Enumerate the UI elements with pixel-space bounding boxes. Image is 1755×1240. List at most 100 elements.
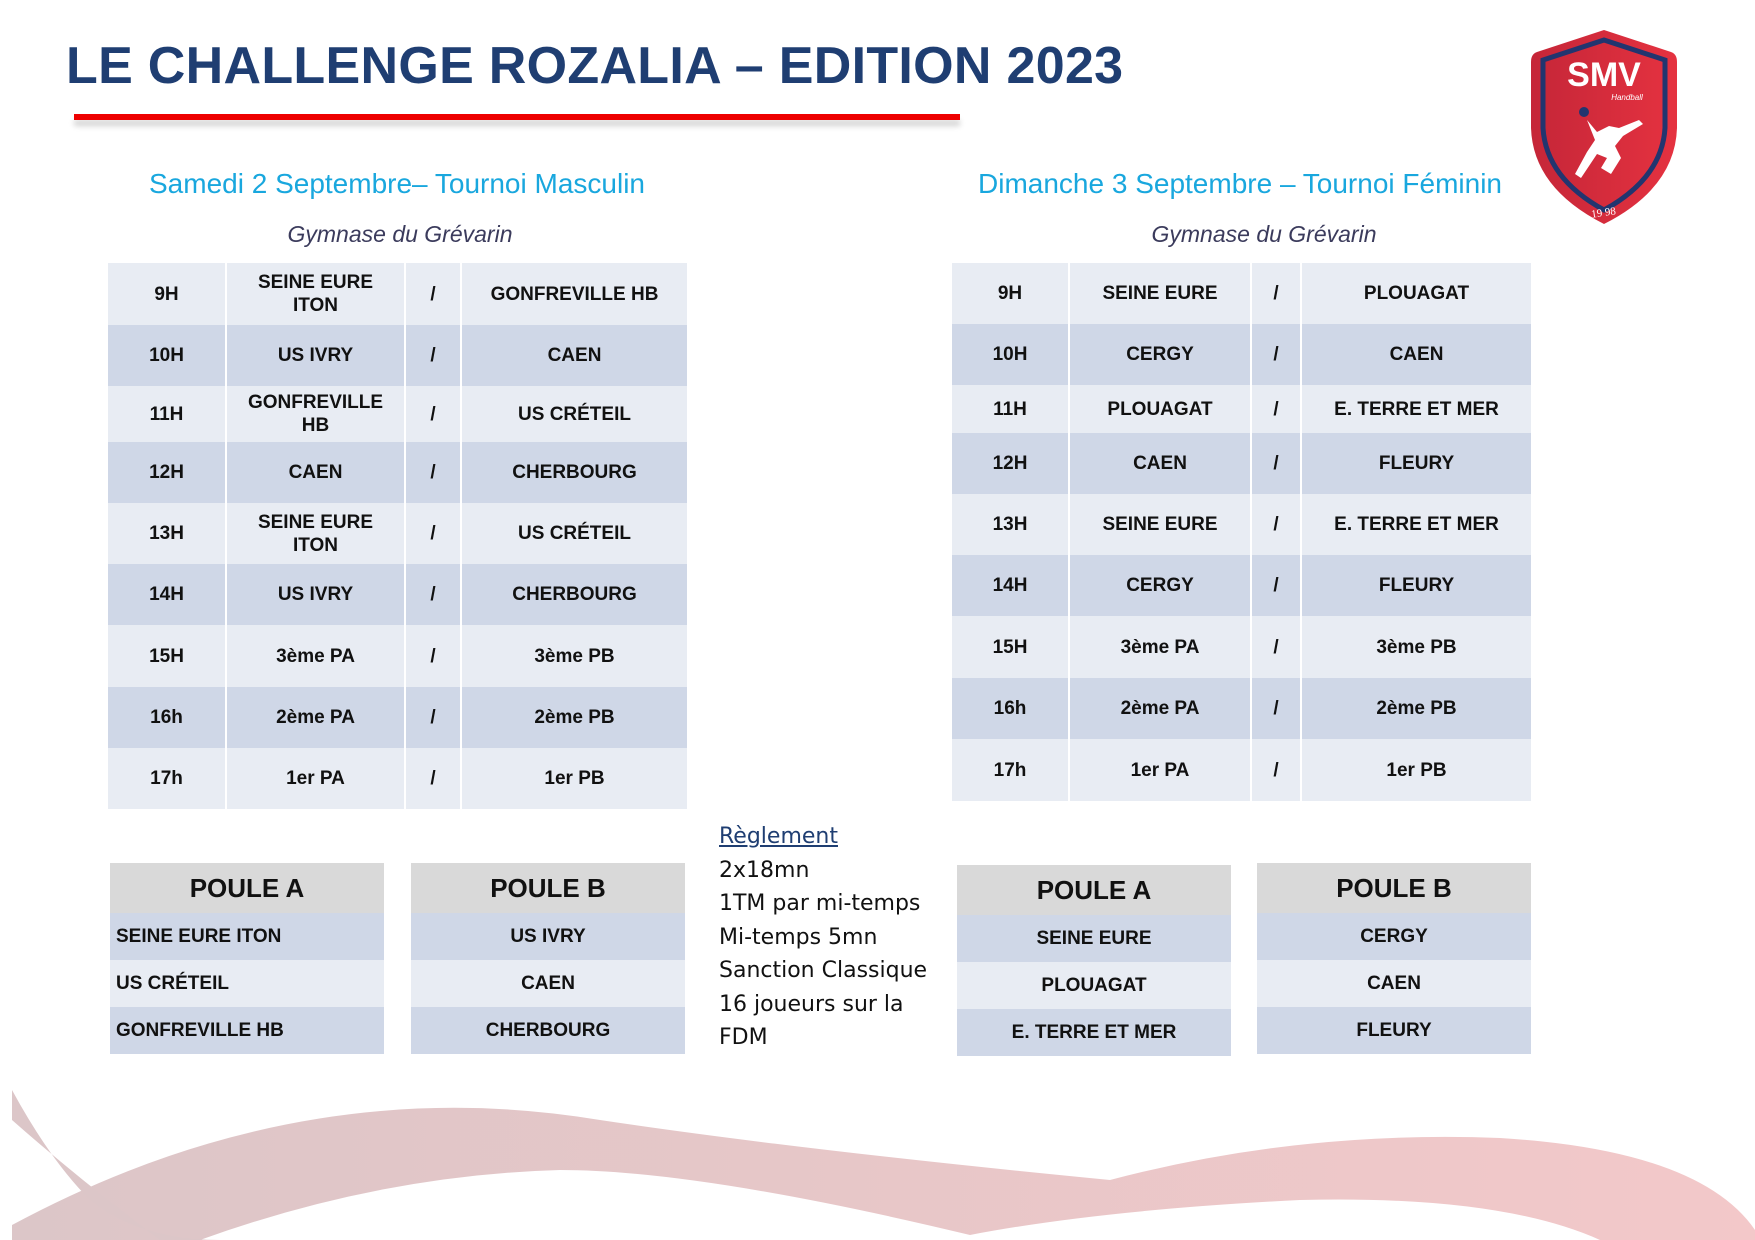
feminin-subtitle: Dimanche 3 Septembre – Tournoi Féminin — [978, 168, 1502, 199]
match-row: 10H US IVRY / CAEN — [108, 325, 687, 386]
separator: / — [430, 283, 436, 305]
poule-team: GONFREVILLE HB — [110, 1007, 384, 1054]
away-team: 1er PB — [544, 768, 605, 789]
poule-team: CHERBOURG — [411, 1007, 685, 1054]
smv-handball-logo: SMV Handball 19 98 — [1531, 30, 1677, 224]
poule-title: POULE B — [411, 863, 685, 913]
match-time: 12H — [992, 453, 1028, 474]
match-time: 11H — [149, 403, 184, 425]
home-team: CAEN — [288, 462, 343, 483]
home-team-cell: SEINE EURE — [1069, 263, 1252, 324]
away-team-cell: 1er PB — [461, 748, 687, 809]
match-row: 11H GONFREVILLE HB / US CRÉTEIL — [108, 386, 687, 442]
away-team: US CRÉTEIL — [518, 523, 631, 544]
separator-cell: / — [405, 386, 462, 442]
reglement-line: 1TM par mi-temps — [719, 891, 921, 916]
match-time: 12H — [149, 462, 184, 483]
reglement-link[interactable]: Règlement — [719, 824, 838, 849]
away-team-cell: 3ème PB — [1301, 616, 1531, 678]
match-time-cell: 11H — [952, 385, 1070, 433]
match-row: 14H US IVRY / CHERBOURG — [108, 564, 687, 625]
home-team: 2ème PA — [1120, 698, 1200, 719]
match-time-cell: 14H — [952, 555, 1070, 616]
away-team-cell: E. TERRE ET MER — [1301, 494, 1531, 555]
away-team: PLOUAGAT — [1363, 283, 1470, 304]
match-row: 16h 2ème PA / 2ème PB — [952, 678, 1531, 739]
poule-team: SEINE EURE — [957, 915, 1231, 962]
match-time-cell: 16h — [952, 678, 1070, 739]
home-team-cell: CERGY — [1069, 324, 1252, 385]
match-row: 12H CAEN / CHERBOURG — [108, 442, 687, 503]
away-team-cell: CHERBOURG — [461, 442, 687, 503]
away-team-cell: FLEURY — [1301, 555, 1531, 616]
match-time: 13H — [149, 523, 184, 544]
separator: / — [1273, 698, 1279, 719]
match-time: 17h — [993, 759, 1027, 781]
match-time-cell: 9H — [952, 263, 1070, 324]
away-team: CHERBOURG — [512, 462, 637, 483]
home-team: US IVRY — [277, 345, 354, 366]
match-row: 14H CERGY / FLEURY — [952, 555, 1531, 616]
poule-title: POULE B — [1257, 863, 1531, 913]
away-team: 1er PB — [1386, 759, 1447, 781]
separator-cell: / — [405, 625, 462, 687]
match-row: 17h 1er PA / 1er PB — [952, 739, 1531, 801]
home-team-cell: SEINE EURE ITON — [226, 263, 406, 325]
match-time: 15H — [992, 636, 1028, 658]
match-time-cell: 12H — [952, 433, 1070, 494]
reglement-line: 16 joueurs sur la — [719, 991, 904, 1017]
home-team: SEINE EURE ITON — [257, 511, 374, 556]
away-team-cell: CHERBOURG — [461, 564, 687, 625]
away-team: US CRÉTEIL — [518, 403, 631, 425]
away-team: CAEN — [547, 345, 602, 366]
home-team-cell: US IVRY — [226, 564, 406, 625]
home-team: 2ème PA — [276, 707, 355, 728]
match-row: 15H 3ème PA / 3ème PB — [952, 616, 1531, 678]
separator-cell: / — [1251, 555, 1302, 616]
match-row: 10H CERGY / CAEN — [952, 324, 1531, 385]
home-team: 1er PA — [1130, 759, 1190, 781]
reglement-line: Mi-temps 5mn — [719, 924, 878, 950]
match-row: 17h 1er PA / 1er PB — [108, 748, 687, 809]
home-team: SEINE EURE — [1102, 514, 1218, 535]
separator-cell: / — [405, 442, 462, 503]
away-team-cell: 2ème PB — [1301, 678, 1531, 739]
away-team-cell: GONFREVILLE HB — [461, 263, 687, 325]
match-row: 12H CAEN / FLEURY — [952, 433, 1531, 494]
poule-team: US CRÉTEIL — [110, 960, 384, 1007]
separator: / — [430, 645, 436, 667]
home-team: CAEN — [1133, 453, 1187, 474]
separator: / — [430, 584, 436, 605]
masculin-subtitle: Samedi 2 Septembre– Tournoi Masculin — [149, 168, 645, 199]
match-time-cell: 17h — [952, 739, 1070, 801]
poule-team: CERGY — [1257, 913, 1531, 960]
separator: / — [430, 462, 436, 483]
away-team: GONFREVILLE HB — [490, 283, 659, 305]
home-team: PLOUAGAT — [1107, 398, 1213, 420]
away-team-cell: CAEN — [461, 325, 687, 386]
home-team: 1er PA — [286, 768, 345, 789]
match-row: 13H SEINE EURE / E. TERRE ET MER — [952, 494, 1531, 555]
separator-cell: / — [1251, 739, 1302, 801]
home-team-cell: 2ème PA — [1069, 678, 1252, 739]
separator-cell: / — [405, 503, 462, 564]
reglement-line: FDM — [719, 1025, 768, 1050]
match-time: 9H — [154, 283, 179, 305]
match-time: 16h — [993, 698, 1027, 719]
home-team-cell: 3ème PA — [226, 625, 406, 687]
poule-team: CAEN — [1257, 960, 1531, 1007]
away-team: CHERBOURG — [512, 584, 637, 605]
home-team-cell: SEINE EURE — [1069, 494, 1252, 555]
home-team-cell: CAEN — [1069, 433, 1252, 494]
separator-cell: / — [1251, 324, 1302, 385]
separator: / — [1273, 344, 1279, 365]
home-team: 3ème PA — [1120, 636, 1200, 658]
away-team: FLEURY — [1378, 575, 1455, 596]
poule-team: FLEURY — [1257, 1007, 1531, 1054]
away-team-cell: PLOUAGAT — [1301, 263, 1531, 324]
home-team: GONFREVILLE HB — [247, 392, 384, 436]
match-time-cell: 15H — [952, 616, 1070, 678]
masculin-poule-b: POULE B US IVRY CAEN CHERBOURG — [411, 863, 685, 1054]
feminin-venue: Gymnase du Grévarin — [1151, 221, 1377, 247]
poule-team: SEINE EURE ITON — [110, 913, 384, 960]
